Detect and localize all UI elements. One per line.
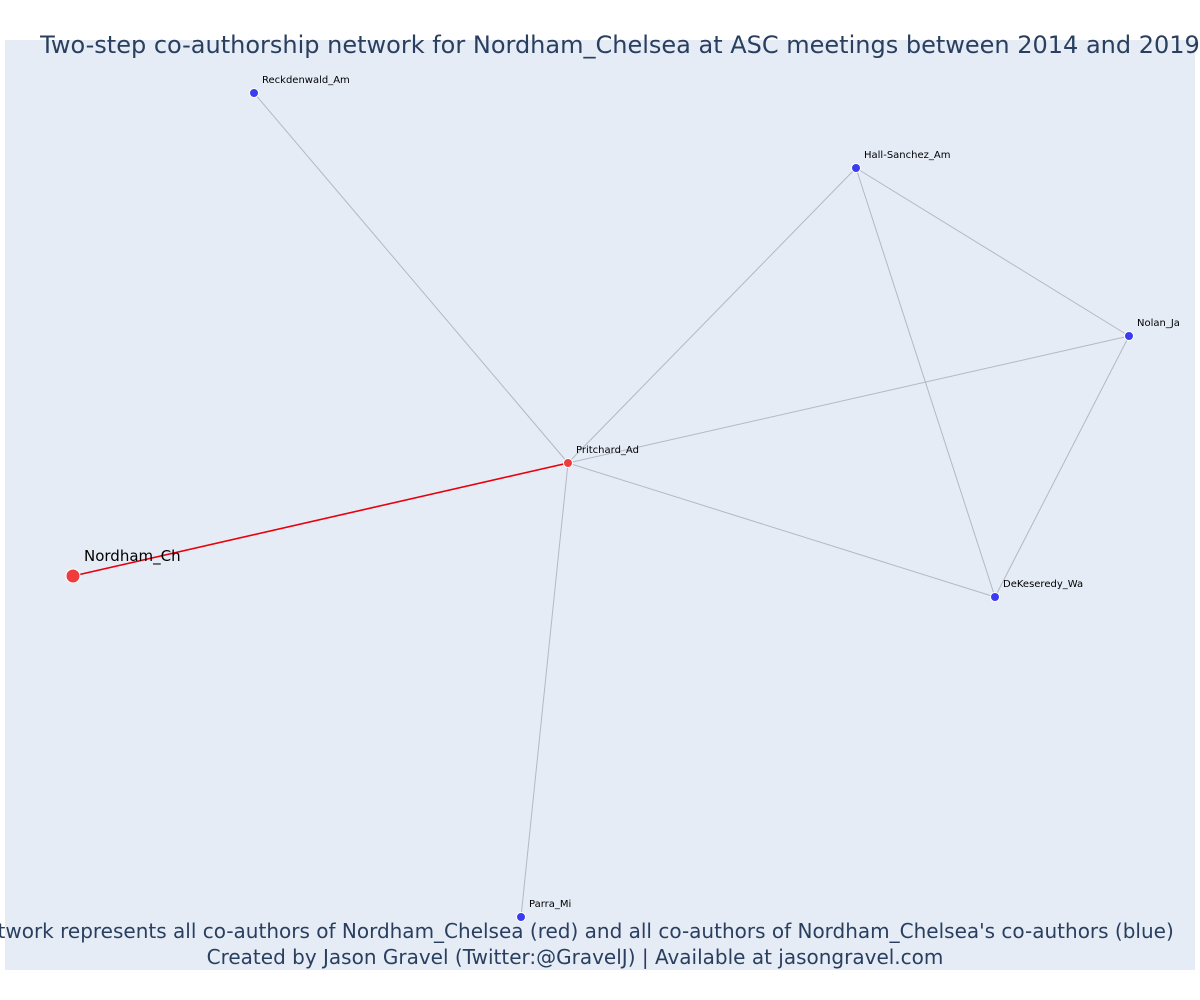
node-label-Hall-Sanchez_Am: Hall-Sanchez_Am xyxy=(864,150,950,161)
plot-background xyxy=(5,40,1195,970)
caption-line-1: Network represents all co-authors of Nor… xyxy=(0,919,1174,943)
node-Nolan_Ja[interactable] xyxy=(1124,331,1134,341)
node-Reckdenwald_Am[interactable] xyxy=(249,88,259,98)
chart-title: Two-step co-authorship network for Nordh… xyxy=(39,31,1200,59)
node-Nordham_Ch[interactable] xyxy=(65,568,81,584)
node-label-Nolan_Ja: Nolan_Ja xyxy=(1137,318,1180,329)
nodes-layer xyxy=(65,88,1134,922)
edge-Pritchard_Ad-DeKeseredy_Wa xyxy=(567,462,996,598)
labels-layer: Nordham_Ch Pritchard_Ad Reckdenwald_Am Hall… xyxy=(84,75,1180,910)
node-label-DeKeseredy_Wa: DeKeseredy_Wa xyxy=(1003,579,1083,590)
edge-Pritchard_Ad-Nolan_Ja xyxy=(567,335,1130,464)
edge-Pritchard_Ad-Parra_Mi xyxy=(520,462,569,918)
edge-Hall-Sanchez_Am-Nolan_Ja xyxy=(855,167,1130,337)
edge-Pritchard_Ad-Reckdenwald_Am xyxy=(253,92,569,464)
node-label-Pritchard_Ad: Pritchard_Ad xyxy=(576,445,639,456)
node-label-Nordham_Ch: Nordham_Ch xyxy=(84,547,181,566)
caption-line-2: Created by Jason Gravel (Twitter:@Gravel… xyxy=(207,945,944,969)
edge-Pritchard_Ad-Hall-Sanchez_Am xyxy=(567,167,857,464)
node-DeKeseredy_Wa[interactable] xyxy=(990,592,1000,602)
edge-Nolan_Ja-DeKeseredy_Wa xyxy=(994,335,1130,598)
edges-layer xyxy=(72,92,1130,918)
edge-Hall-Sanchez_Am-DeKeseredy_Wa xyxy=(855,167,996,598)
node-Pritchard_Ad[interactable] xyxy=(563,458,573,468)
node-Parra_Mi[interactable] xyxy=(516,912,526,922)
edge-Nordham_Ch-Pritchard_Ad xyxy=(72,462,569,577)
node-Hall-Sanchez_Am[interactable] xyxy=(851,163,861,173)
node-label-Parra_Mi: Parra_Mi xyxy=(529,899,571,910)
node-label-Reckdenwald_Am: Reckdenwald_Am xyxy=(262,75,350,86)
